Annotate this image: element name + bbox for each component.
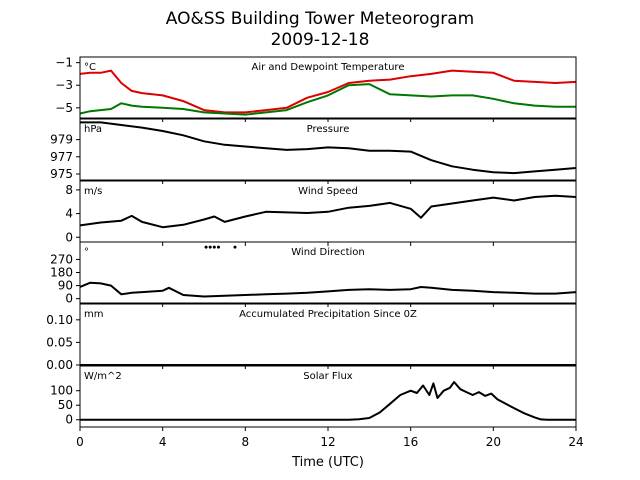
panel-0-ytick-label-2: −5 [55,101,73,115]
panel-3-title: Wind Direction [291,247,365,258]
panel-4-ytick-label-0: 0.10 [46,313,73,327]
chart-title: AO&SS Building Tower Meteorogram [166,9,474,29]
panel-1-series-0 [80,121,576,175]
panel-1: 979 977 975 hPa Pressure [50,118,577,184]
panel-3-outlier-0 [204,245,208,249]
panel-3-outlier-4 [233,245,237,249]
panel-1-ytick-label-1: 977 [50,150,73,164]
panel-4-unit: mm [84,309,103,320]
panel-3-ytick-label-0: 270 [50,252,73,266]
panel-1-ytick-label-2: 975 [50,167,73,181]
panel-2-ytick-label-2: 0 [65,230,73,244]
panel-1-title: Pressure [307,124,350,135]
panel-1-unit: hPa [84,124,102,135]
x-tick-label-6: 24 [568,435,583,449]
x-tick-label-4: 16 [403,435,418,449]
panel-2-unit: m/s [84,186,102,197]
panel-2-series-0 [80,194,576,229]
chart-subtitle: 2009-12-18 [271,30,370,50]
panel-2-title: Wind Speed [298,186,358,197]
panel-3-series-0 [80,281,576,298]
x-tick-label-1: 4 [159,435,167,449]
panel-4-ytick-label-1: 0.05 [46,335,73,349]
panel-4: 0.10 0.05 0.00 mm Accumulated Precipitation … [46,303,577,372]
panel-3-unit: ° [84,247,89,258]
panel-5-ytick-label-2: 0 [65,413,73,427]
panel-2-ytick-label-1: 4 [65,207,73,221]
panel-0-unit: °C [84,62,96,73]
panel-0-ytick-label-0: −1 [55,56,73,70]
x-tick-label-0: 0 [76,435,84,449]
panel-0-series-0 [80,69,576,114]
panel-3-outlier-1 [208,245,212,249]
panel-5-ytick-label-1: 50 [58,398,73,412]
x-tick-label-2: 8 [242,435,250,449]
panel-3-outlier-2 [212,245,216,249]
panel-2-ytick-label-0: 8 [65,183,73,197]
panel-0-series-1 [80,83,576,116]
x-axis-label: Time (UTC) [291,455,364,470]
panel-3-ytick-label-2: 90 [58,279,73,293]
x-tick-label-5: 20 [486,435,501,449]
panel-5-ytick-label-0: 100 [50,384,73,398]
panel-5-title: Solar Flux [303,371,353,382]
panel-3-ytick-label-3: 0 [65,292,73,306]
panel-0-ytick-label-1: −3 [55,78,73,92]
panel-1-ytick-label-0: 979 [50,133,73,147]
panels-group: −1−3−5°C Air and Dewpoint Temperature9799… [46,56,583,449]
panel-3-ytick-label-1: 180 [50,266,73,280]
panel-5-unit: W/m^2 [84,371,122,382]
panel-4-title: Accumulated Precipitation Since 0Z [239,309,417,320]
panel-0: −1 −3 −5 °C Air and Dewpoint Temperature [55,56,577,122]
panel-3-outlier-3 [217,245,220,249]
panel-4-ytick-label-2: 0.00 [46,358,73,372]
panel-0-title: Air and Dewpoint Temperature [252,62,405,73]
panel-2: 8 4 0 m/s Wind Speed [65,180,577,246]
panel-5-series-0 [80,381,576,421]
x-tick-label-3: 12 [320,435,335,449]
